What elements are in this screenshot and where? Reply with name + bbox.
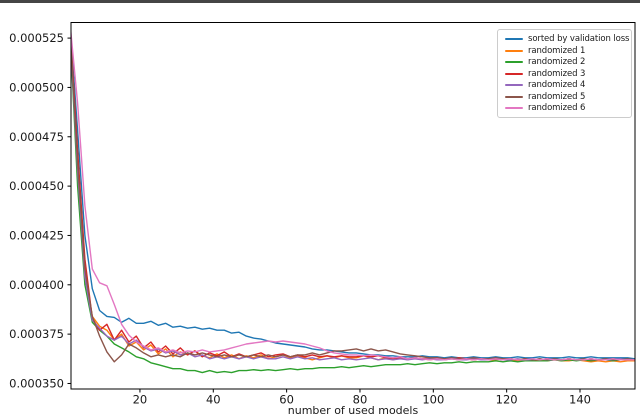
x-tick-label: 140 — [569, 393, 591, 407]
legend-line-swatch — [505, 72, 523, 75]
series-line-randomized-2 — [71, 36, 635, 374]
legend-label: randomized 2 — [528, 57, 586, 67]
top-border-rule — [0, 0, 640, 3]
legend-label: randomized 5 — [528, 91, 586, 102]
x-tick-label: 20 — [133, 393, 148, 407]
legend-label: sorted by validation loss — [528, 34, 630, 44]
x-tick-label: 120 — [496, 393, 518, 407]
y-tick-label: 0.000450 — [9, 179, 64, 193]
legend-label: randomized 6 — [528, 103, 586, 113]
y-tick-label: 0.000475 — [9, 130, 64, 144]
x-axis: 20 40 60 80 100 120 140 — [133, 389, 591, 407]
legend-item: sorted by validation loss — [505, 34, 630, 44]
legend-item: randomized 1 — [505, 46, 626, 56]
y-axis: 0.000350 0.000375 0.000400 0.000425 0.000450… — [9, 31, 71, 390]
legend-item: randomized 6 — [505, 103, 626, 113]
x-tick-label: 100 — [422, 393, 444, 407]
legend-line-swatch — [505, 49, 523, 52]
legend-item: randomized 2 — [505, 57, 626, 67]
y-tick-label: 0.000350 — [9, 376, 64, 390]
y-tick-label: 0.000375 — [9, 327, 64, 341]
x-axis-label: number of used models — [288, 404, 419, 417]
y-tick-label: 0.000400 — [9, 278, 64, 292]
series-group — [71, 26, 635, 374]
legend-line-swatch — [505, 61, 523, 63]
legend-line-swatch — [505, 107, 523, 109]
x-tick-label: 80 — [353, 393, 368, 407]
x-tick-label: 40 — [206, 393, 221, 407]
y-tick-label: 0.000525 — [9, 31, 64, 45]
y-tick-label: 0.000425 — [9, 228, 64, 242]
legend-label: randomized 1 — [528, 45, 586, 56]
legend-item: randomized 4 — [505, 80, 626, 90]
y-tick-label: 0.000500 — [9, 80, 64, 94]
legend-label: randomized 4 — [528, 80, 586, 90]
x-tick-label: 60 — [279, 393, 294, 407]
legend-line-swatch — [505, 95, 523, 98]
plot-area-spines — [70, 22, 636, 390]
legend-item: randomized 5 — [505, 92, 626, 102]
legend: sorted by validation loss randomized 1 ran… — [497, 29, 632, 118]
legend-line-swatch — [505, 84, 523, 86]
series-line-randomized-6 — [71, 26, 635, 361]
series-line-sorted-by-validation-loss — [71, 28, 635, 360]
legend-item: randomized 3 — [505, 69, 626, 79]
legend-label: randomized 3 — [528, 68, 586, 79]
legend-line-swatch — [505, 38, 523, 40]
